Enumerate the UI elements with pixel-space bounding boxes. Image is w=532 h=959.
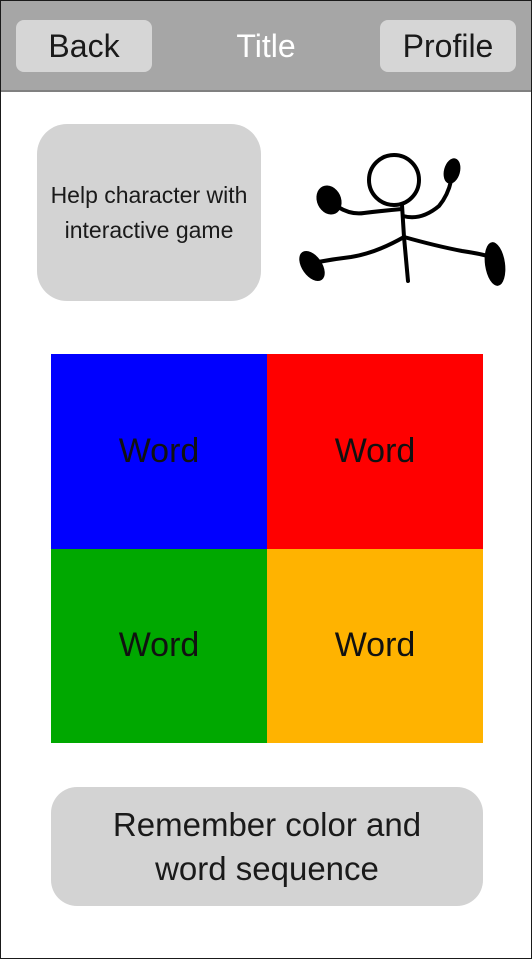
top-bar: Back Title Profile <box>1 1 531 92</box>
color-word-grid: Word Word Word Word <box>51 354 483 743</box>
help-character-text: Help character with interactive game <box>50 181 248 243</box>
profile-button[interactable]: Profile <box>380 20 516 72</box>
stick-figure-jumping-icon <box>299 153 506 286</box>
tile-blue[interactable]: Word <box>51 354 267 549</box>
back-button[interactable]: Back <box>16 20 152 72</box>
page-title: Title <box>236 27 296 64</box>
instruction-card: Remember color and word sequence <box>51 787 483 906</box>
tile-yellow[interactable]: Word <box>267 548 483 743</box>
tile-red[interactable]: Word <box>267 354 483 549</box>
tile-green[interactable]: Word <box>51 548 267 743</box>
instruction-text: Remember color and word sequence <box>112 805 422 887</box>
help-character-card: Help character with interactive game <box>37 124 261 301</box>
